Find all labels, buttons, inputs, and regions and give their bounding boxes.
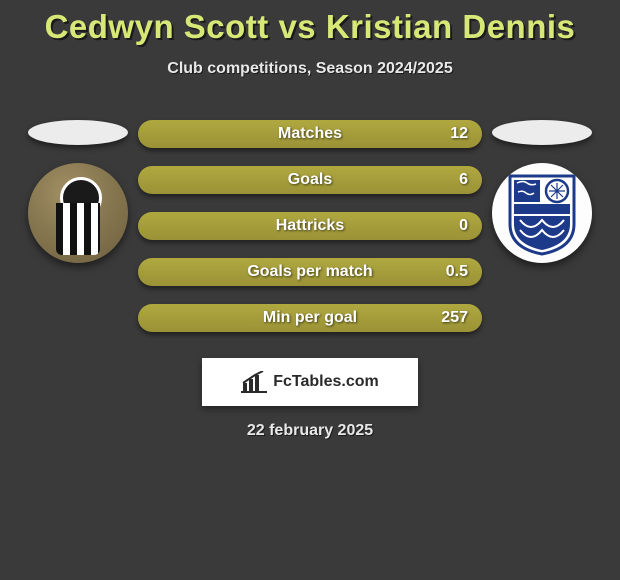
page-title: Cedwyn Scott vs Kristian Dennis bbox=[0, 0, 620, 46]
stat-label: Min per goal bbox=[263, 309, 357, 327]
stat-bar-goals-per-match: Goals per match 0.5 bbox=[138, 258, 482, 286]
stat-label: Matches bbox=[278, 125, 342, 143]
stat-value-right: 0.5 bbox=[446, 263, 468, 281]
stat-bar-goals: Goals 6 bbox=[138, 166, 482, 194]
stat-value-right: 0 bbox=[459, 217, 468, 235]
subtitle: Club competitions, Season 2024/2025 bbox=[0, 60, 620, 78]
stat-bars: Matches 12 Goals 6 Hattricks 0 Goals per… bbox=[138, 120, 482, 332]
stat-value-right: 12 bbox=[450, 125, 468, 143]
stat-bar-matches: Matches 12 bbox=[138, 120, 482, 148]
footer-date: 22 february 2025 bbox=[0, 422, 620, 440]
stat-label: Hattricks bbox=[276, 217, 344, 235]
right-player-photo-slot bbox=[492, 120, 592, 145]
bar-chart-icon bbox=[241, 371, 267, 393]
notts-county-badge bbox=[28, 163, 128, 263]
branding-box: FcTables.com bbox=[202, 358, 418, 406]
left-side bbox=[18, 120, 138, 332]
comparison-container: Matches 12 Goals 6 Hattricks 0 Goals per… bbox=[0, 120, 620, 332]
stat-bar-min-per-goal: Min per goal 257 bbox=[138, 304, 482, 332]
stat-label: Goals per match bbox=[247, 263, 372, 281]
stat-label: Goals bbox=[288, 171, 332, 189]
right-side bbox=[482, 120, 602, 332]
stat-value-right: 257 bbox=[441, 309, 468, 327]
stat-bar-hattricks: Hattricks 0 bbox=[138, 212, 482, 240]
left-player-photo-slot bbox=[28, 120, 128, 145]
stat-value-right: 6 bbox=[459, 171, 468, 189]
shield-icon bbox=[502, 170, 582, 256]
tranmere-rovers-badge bbox=[492, 163, 592, 263]
branding-text: FcTables.com bbox=[273, 373, 379, 391]
